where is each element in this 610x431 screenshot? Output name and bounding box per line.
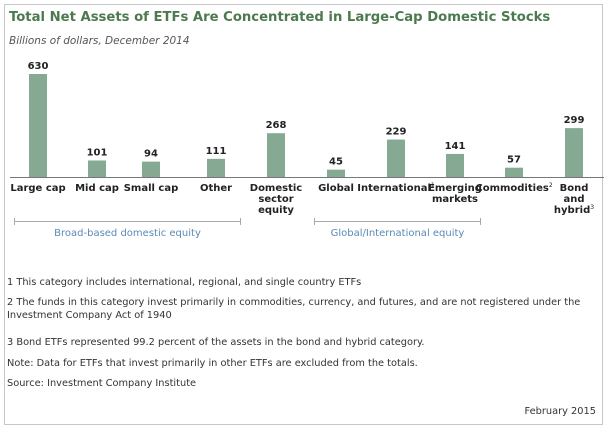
- data-label-6: 229: [386, 127, 407, 138]
- category-label-5-0: Global: [318, 183, 354, 194]
- category-label-1-0: Mid cap: [75, 183, 119, 194]
- category-label-7-0: Emerging: [428, 183, 482, 194]
- category-label-8-0: Commodities2: [475, 182, 552, 194]
- bar-1: [88, 160, 106, 177]
- bar-9: [565, 128, 583, 177]
- note: Note: Data for ETFs that invest primaril…: [7, 358, 418, 369]
- bar-3: [207, 158, 225, 177]
- bar-6: [387, 139, 405, 177]
- data-label-1: 101: [87, 147, 108, 158]
- category-label-6-0: International1: [357, 182, 435, 194]
- bar-5: [327, 169, 345, 177]
- category-label-9-1: and: [563, 194, 584, 205]
- footnote-1: 1 This category includes international, …: [7, 277, 362, 288]
- category-label-9-2: hybrid3: [554, 204, 594, 216]
- data-label-2: 94: [144, 149, 158, 160]
- bar-2: [142, 161, 160, 177]
- group-label-1: Global/International equity: [331, 228, 465, 239]
- category-label-4-1: sector: [258, 194, 293, 205]
- footnote-2: 2 The funds in this category invest prim…: [7, 297, 581, 321]
- chart-subtitle: Billions of dollars, December 2014: [9, 35, 190, 47]
- category-label-4-0: Domestic: [250, 183, 303, 194]
- bar-7: [446, 153, 464, 177]
- data-label-8: 57: [507, 155, 521, 166]
- source: Source: Investment Company Institute: [7, 378, 197, 389]
- chart-title: Total Net Assets of ETFs Are Concentrate…: [9, 10, 551, 25]
- data-label-0: 630: [28, 61, 49, 72]
- bar-0: [29, 74, 47, 177]
- category-label-3-0: Other: [200, 183, 232, 194]
- bar-4: [267, 133, 285, 177]
- category-label-0-0: Large cap: [10, 183, 65, 194]
- data-label-3: 111: [206, 146, 227, 157]
- publication-date: February 2015: [524, 406, 596, 417]
- category-label-7-1: markets: [432, 194, 478, 205]
- data-label-9: 299: [564, 115, 585, 126]
- bar-chart: 630 Large cap 101 Mid cap 94 Small cap 111 Othe…: [10, 61, 604, 239]
- category-label-4-2: equity: [258, 205, 294, 216]
- data-label-4: 268: [266, 120, 287, 131]
- category-label-9-0: Bond: [560, 183, 589, 194]
- data-label-7: 141: [445, 141, 466, 152]
- bar-8: [505, 167, 523, 177]
- data-label-5: 45: [329, 157, 343, 168]
- chart-frame: [4, 4, 603, 425]
- group-label-0: Broad-based domestic equity: [54, 228, 201, 239]
- category-label-2-0: Small cap: [124, 183, 179, 194]
- footnote-3: 3 Bond ETFs represented 99.2 percent of …: [7, 337, 425, 348]
